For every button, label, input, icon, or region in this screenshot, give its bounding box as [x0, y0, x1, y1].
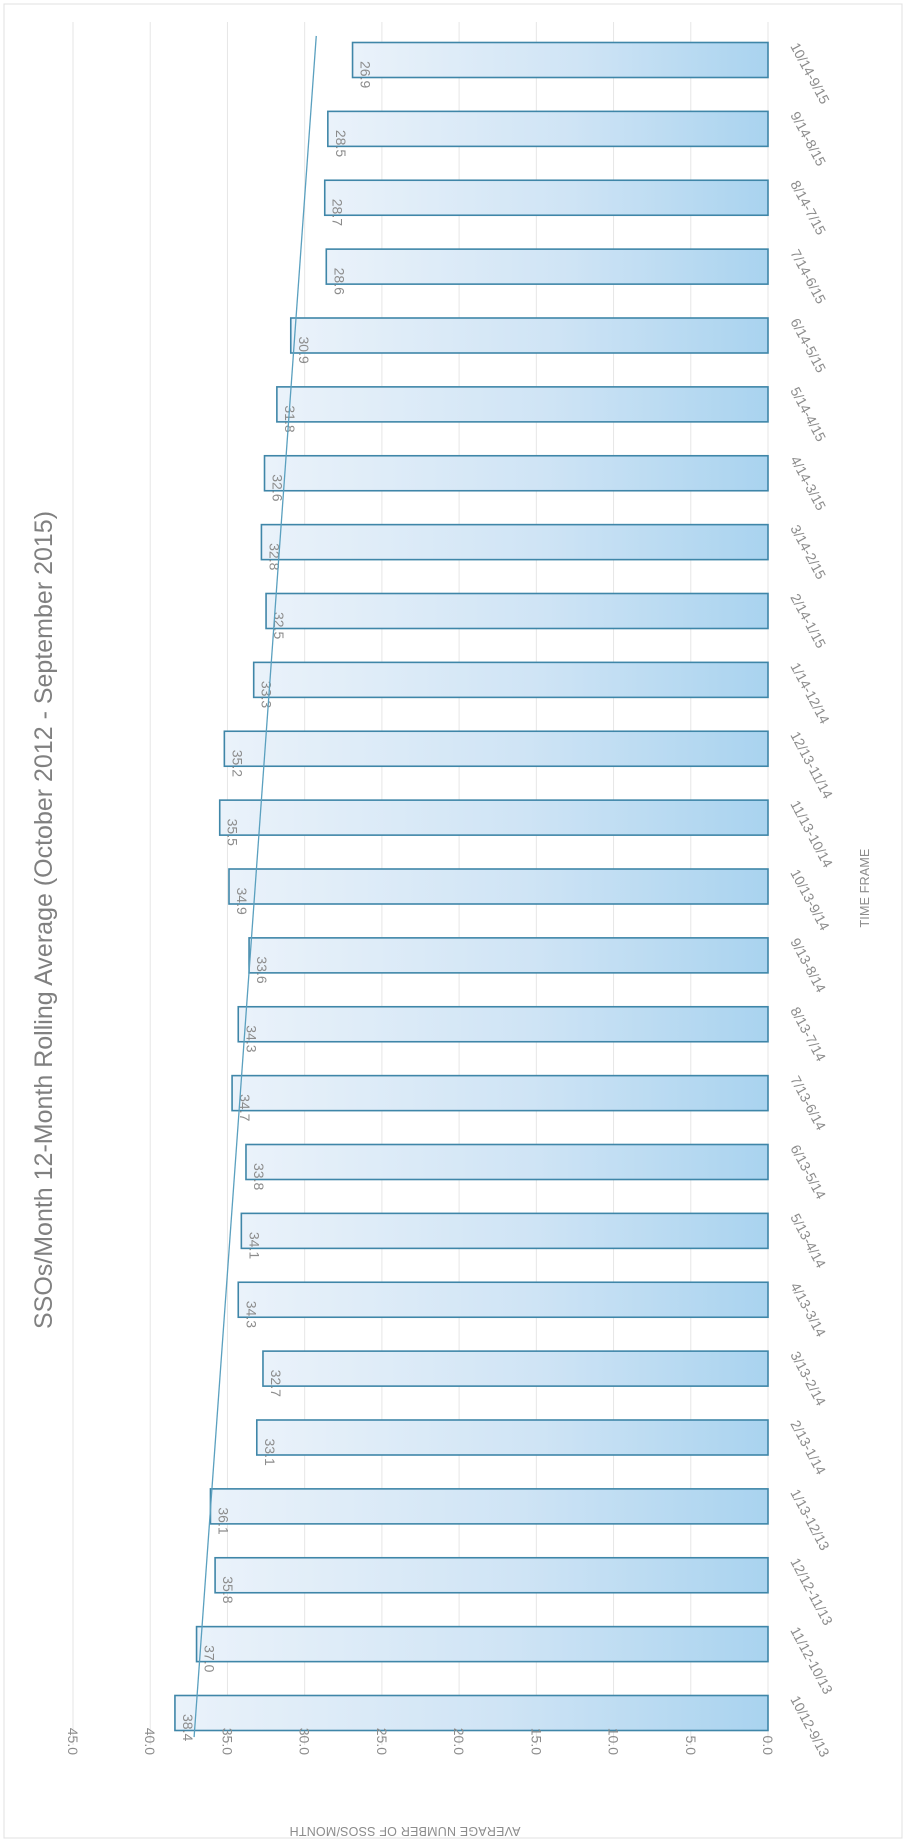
bars: [174, 41, 769, 1732]
bar: [289, 317, 769, 354]
data-label: 35.2: [229, 750, 245, 777]
category-label: 8/14-7/15: [787, 178, 829, 238]
data-label: 33.8: [251, 1163, 267, 1190]
category-label: 1/13-12/13: [787, 1486, 833, 1553]
value-tick-label: 40.0: [142, 1728, 158, 1755]
data-label: 33.6: [254, 956, 270, 983]
category-label: 11/12-10/13: [787, 1624, 836, 1697]
category-label: 7/14-6/15: [787, 247, 829, 307]
value-tick-label: 10.0: [606, 1728, 622, 1755]
category-label: 1/14-12/14: [787, 660, 833, 727]
category-label: 3/13-2/14: [787, 1349, 829, 1409]
data-label: 33.3: [259, 681, 275, 708]
bar: [245, 1143, 769, 1181]
y-axis-title: AVERAGE NUMBER OF SSOS/MONTH: [289, 1824, 520, 1838]
category-label: 2/14-1/15: [787, 591, 829, 651]
category-label: 8/13-7/14: [787, 1004, 829, 1064]
bar: [223, 730, 769, 768]
category-label: 3/14-2/15: [787, 522, 829, 582]
value-axis-ticks: 0.0 5.0 10.0 15.0 20.0 25.0 30.0 35.0 40.0 45.0: [65, 1728, 776, 1755]
data-label: 34.3: [243, 1301, 259, 1328]
bar: [260, 523, 769, 561]
bar: [325, 248, 769, 285]
bar: [327, 110, 769, 148]
trendline: [193, 35, 317, 1738]
data-label: 31.8: [282, 405, 298, 432]
bar: [231, 1074, 769, 1112]
data-label: 34.9: [234, 888, 250, 915]
category-label: 10/14-9/15: [787, 40, 833, 107]
data-label: 35.8: [220, 1576, 236, 1603]
data-labels: 38.4 37.0 35.8 36.1 33.1 32.7 34.3 34.1 33.8 34.7…: [180, 61, 374, 1741]
bar: [265, 592, 769, 630]
data-label: 26.9: [358, 61, 374, 88]
bar: [240, 1212, 769, 1250]
bar: [174, 1694, 769, 1732]
bar: [237, 1005, 769, 1043]
value-tick-label: 35.0: [219, 1728, 235, 1755]
trendline-line: [193, 35, 317, 1738]
category-label: 6/13-5/14: [787, 1142, 829, 1202]
category-label: 5/13-4/14: [787, 1211, 829, 1271]
category-label: 6/14-5/15: [787, 315, 829, 375]
bar: [209, 1488, 769, 1525]
data-label: 33.1: [262, 1439, 278, 1466]
bar: [248, 937, 769, 974]
data-label: 28.7: [330, 199, 346, 226]
bar: [263, 454, 769, 492]
bar: [252, 661, 769, 699]
value-tick-label: 30.0: [297, 1728, 313, 1755]
bar: [276, 386, 769, 423]
category-label: 4/13-3/14: [787, 1280, 829, 1340]
bar: [255, 1419, 769, 1456]
bar: [323, 179, 769, 217]
category-label: 12/13-11/14: [787, 729, 836, 802]
data-label: 28.6: [331, 268, 347, 295]
bar: [237, 1281, 769, 1319]
value-tick-label: 20.0: [451, 1728, 467, 1755]
bar: [214, 1556, 769, 1594]
category-label: 5/14-4/15: [787, 384, 829, 444]
bar: [228, 868, 769, 905]
category-label: 9/13-8/14: [787, 935, 829, 995]
data-label: 37.0: [202, 1645, 218, 1672]
data-label: 30.9: [296, 337, 312, 364]
value-tick-label: 45.0: [65, 1728, 81, 1755]
value-tick-label: 5.0: [683, 1736, 699, 1756]
data-label: 32.7: [268, 1370, 284, 1397]
value-tick-label: 15.0: [528, 1728, 544, 1755]
gridlines: [72, 22, 769, 1745]
category-label: 4/14-3/15: [787, 453, 829, 513]
x-axis-title: TIME FRAME: [858, 848, 872, 927]
data-label: 28.5: [333, 130, 349, 157]
data-label: 34.7: [237, 1094, 253, 1121]
bar: [218, 799, 769, 836]
bar: [195, 1625, 769, 1663]
category-label: 12/12-11/13: [787, 1555, 836, 1628]
category-label: 10/13-9/14: [787, 866, 833, 933]
category-label: 11/13-10/14: [787, 798, 836, 871]
data-label: 35.5: [225, 819, 241, 846]
value-tick-label: 25.0: [374, 1728, 390, 1755]
value-tick-label: 0.0: [760, 1736, 776, 1756]
chart-title: SSOs/Month 12-Month Rolling Average (Oct…: [30, 511, 58, 1329]
category-label: 7/13-6/14: [787, 1073, 829, 1133]
data-label: 34.3: [243, 1025, 259, 1052]
category-label: 9/14-8/15: [787, 109, 829, 169]
data-label: 36.1: [215, 1507, 231, 1534]
data-label: 34.1: [246, 1232, 262, 1259]
data-label: 32.5: [271, 612, 287, 639]
category-label: 2/13-1/14: [787, 1417, 829, 1477]
bar: [351, 41, 769, 79]
category-axis-labels: 10/12-9/1311/12-10/1312/12-11/131/13-12/…: [787, 40, 836, 1760]
data-label: 32.6: [270, 474, 286, 501]
data-label: 38.4: [180, 1714, 196, 1741]
category-label: 10/12-9/13: [787, 1693, 833, 1760]
bar: [262, 1350, 769, 1387]
chart-frame: [3, 3, 903, 1839]
